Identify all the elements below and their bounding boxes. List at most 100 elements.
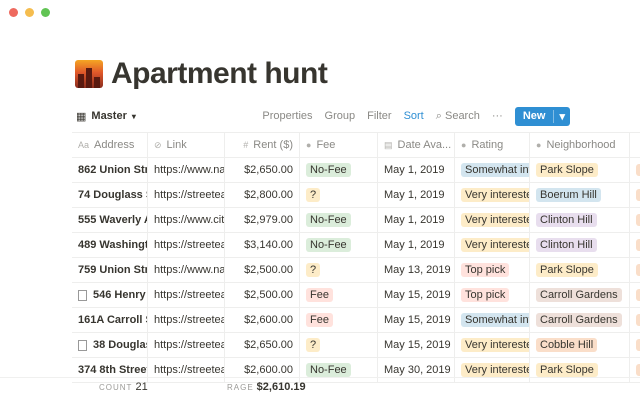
rating-cell[interactable]: Very interested bbox=[455, 208, 530, 232]
link-text[interactable]: https://streeteas bbox=[154, 364, 225, 376]
chevron-down-icon[interactable]: ▾ bbox=[553, 109, 570, 123]
date-cell[interactable]: May 1, 2019 bbox=[378, 158, 455, 182]
link-text[interactable]: https://streeteas bbox=[154, 339, 225, 351]
rent-cell[interactable]: $2,600.00 bbox=[225, 358, 300, 382]
link-text[interactable]: https://www.na bbox=[154, 164, 225, 176]
rating-cell[interactable]: Somewhat interested bbox=[455, 308, 530, 332]
column-header[interactable]: ● Neighborhood bbox=[530, 133, 630, 157]
link-text[interactable]: https://www.cit bbox=[154, 214, 225, 226]
extra-cell[interactable] bbox=[630, 208, 640, 232]
extra-cell[interactable] bbox=[630, 308, 640, 332]
column-header[interactable]: ● Fee bbox=[300, 133, 378, 157]
rent-cell[interactable]: $2,979.00 bbox=[225, 208, 300, 232]
fee-cell[interactable]: ? bbox=[300, 333, 378, 357]
address-cell[interactable]: 862 Union Street bbox=[72, 158, 148, 182]
column-header[interactable]: Aa Address bbox=[72, 133, 148, 157]
table-row[interactable]: 555 Waverly Ave https://www.cit $2,979.0… bbox=[72, 208, 640, 233]
link-cell[interactable]: https://streeteas bbox=[148, 283, 225, 307]
address-cell[interactable]: 161A Carroll St bbox=[72, 308, 148, 332]
sort-button[interactable]: Sort bbox=[403, 110, 424, 122]
extra-cell[interactable] bbox=[630, 233, 640, 257]
link-cell[interactable]: https://streeteas bbox=[148, 183, 225, 207]
address-cell[interactable]: 546 Henry bbox=[72, 283, 148, 307]
date-cell[interactable]: May 30, 2019 bbox=[378, 358, 455, 382]
link-cell[interactable]: https://streeteas bbox=[148, 333, 225, 357]
link-text[interactable]: https://streeteas bbox=[154, 239, 225, 251]
table-row[interactable]: 759 Union Street https://www.na $2,500.0… bbox=[72, 258, 640, 283]
city-sunset-icon[interactable] bbox=[75, 60, 103, 88]
column-header[interactable]: ▤ Date Ava... bbox=[378, 133, 455, 157]
table-row[interactable]: 489 Washington https://streeteas $3,140.… bbox=[72, 233, 640, 258]
fee-cell[interactable]: No-Fee bbox=[300, 233, 378, 257]
neighborhood-cell[interactable]: Park Slope bbox=[530, 158, 630, 182]
rating-cell[interactable]: Very interested bbox=[455, 233, 530, 257]
column-header[interactable]: # Rent ($) bbox=[225, 133, 300, 157]
table-row[interactable]: 74 Douglass St https://streeteas $2,800.… bbox=[72, 183, 640, 208]
table-row[interactable]: 38 Douglass https://streeteas $2,650.00 … bbox=[72, 333, 640, 358]
fee-cell[interactable]: ? bbox=[300, 258, 378, 282]
table-row[interactable]: 374 8th Street https://streeteas $2,600.… bbox=[72, 358, 640, 383]
rent-cell[interactable]: $2,650.00 bbox=[225, 333, 300, 357]
date-cell[interactable]: May 13, 2019 bbox=[378, 258, 455, 282]
rent-cell[interactable]: $2,800.00 bbox=[225, 183, 300, 207]
extra-cell[interactable] bbox=[630, 333, 640, 357]
rent-cell[interactable]: $3,140.00 bbox=[225, 233, 300, 257]
address-cell[interactable]: 74 Douglass St bbox=[72, 183, 148, 207]
rating-cell[interactable]: Very interested bbox=[455, 333, 530, 357]
extra-cell[interactable] bbox=[630, 183, 640, 207]
table-row[interactable]: 862 Union Street https://www.na $2,650.0… bbox=[72, 158, 640, 183]
date-cell[interactable]: May 1, 2019 bbox=[378, 183, 455, 207]
address-cell[interactable]: 38 Douglass bbox=[72, 333, 148, 357]
count-aggregate[interactable]: COUNT 21 bbox=[99, 381, 148, 393]
search-button[interactable]: ⌕ Search bbox=[436, 110, 480, 123]
new-button[interactable]: New ▾ bbox=[514, 106, 570, 126]
extra-cell[interactable] bbox=[630, 358, 640, 382]
extra-cell[interactable] bbox=[630, 158, 640, 182]
neighborhood-cell[interactable]: Clinton Hill bbox=[530, 233, 630, 257]
address-cell[interactable]: 374 8th Street bbox=[72, 358, 148, 382]
address-cell[interactable]: 759 Union Street bbox=[72, 258, 148, 282]
fee-cell[interactable]: No-Fee bbox=[300, 158, 378, 182]
more-button[interactable]: ··· bbox=[491, 110, 503, 122]
extra-cell[interactable] bbox=[630, 258, 640, 282]
rating-cell[interactable]: Top pick bbox=[455, 258, 530, 282]
link-cell[interactable]: https://www.na bbox=[148, 158, 225, 182]
minimize-window-button[interactable] bbox=[25, 8, 34, 17]
date-cell[interactable]: May 15, 2019 bbox=[378, 308, 455, 332]
rating-cell[interactable]: Somewhat interested bbox=[455, 158, 530, 182]
fee-cell[interactable]: Fee bbox=[300, 308, 378, 332]
date-cell[interactable]: May 1, 2019 bbox=[378, 233, 455, 257]
fee-cell[interactable]: No-Fee bbox=[300, 208, 378, 232]
column-header[interactable]: ● Rating bbox=[455, 133, 530, 157]
column-header[interactable] bbox=[630, 133, 640, 157]
properties-button[interactable]: Properties bbox=[262, 110, 313, 122]
address-cell[interactable]: 489 Washington bbox=[72, 233, 148, 257]
rating-cell[interactable]: Top pick bbox=[455, 283, 530, 307]
extra-cell[interactable] bbox=[630, 283, 640, 307]
average-aggregate[interactable]: RAGE $2,610.19 bbox=[227, 381, 306, 393]
neighborhood-cell[interactable]: Carroll Gardens bbox=[530, 283, 630, 307]
link-cell[interactable]: https://streeteas bbox=[148, 233, 225, 257]
link-cell[interactable]: https://streeteas bbox=[148, 308, 225, 332]
link-text[interactable]: https://streeteas bbox=[154, 189, 225, 201]
date-cell[interactable]: May 15, 2019 bbox=[378, 283, 455, 307]
table-row[interactable]: 161A Carroll St https://streeteas $2,600… bbox=[72, 308, 640, 333]
rent-cell[interactable]: $2,500.00 bbox=[225, 258, 300, 282]
date-cell[interactable]: May 15, 2019 bbox=[378, 333, 455, 357]
zoom-window-button[interactable] bbox=[41, 8, 50, 17]
rating-cell[interactable]: Very interested bbox=[455, 358, 530, 382]
link-cell[interactable]: https://www.cit bbox=[148, 208, 225, 232]
neighborhood-cell[interactable]: Boerum Hill bbox=[530, 183, 630, 207]
neighborhood-cell[interactable]: Cobble Hill bbox=[530, 333, 630, 357]
page-title[interactable]: Apartment hunt bbox=[111, 57, 328, 90]
neighborhood-cell[interactable]: Carroll Gardens bbox=[530, 308, 630, 332]
rent-cell[interactable]: $2,650.00 bbox=[225, 158, 300, 182]
address-cell[interactable]: 555 Waverly Ave bbox=[72, 208, 148, 232]
group-button[interactable]: Group bbox=[324, 110, 356, 122]
fee-cell[interactable]: Fee bbox=[300, 283, 378, 307]
neighborhood-cell[interactable]: Park Slope bbox=[530, 358, 630, 382]
fee-cell[interactable]: ? bbox=[300, 183, 378, 207]
neighborhood-cell[interactable]: Clinton Hill bbox=[530, 208, 630, 232]
link-text[interactable]: https://www.na bbox=[154, 264, 225, 276]
close-window-button[interactable] bbox=[9, 8, 18, 17]
